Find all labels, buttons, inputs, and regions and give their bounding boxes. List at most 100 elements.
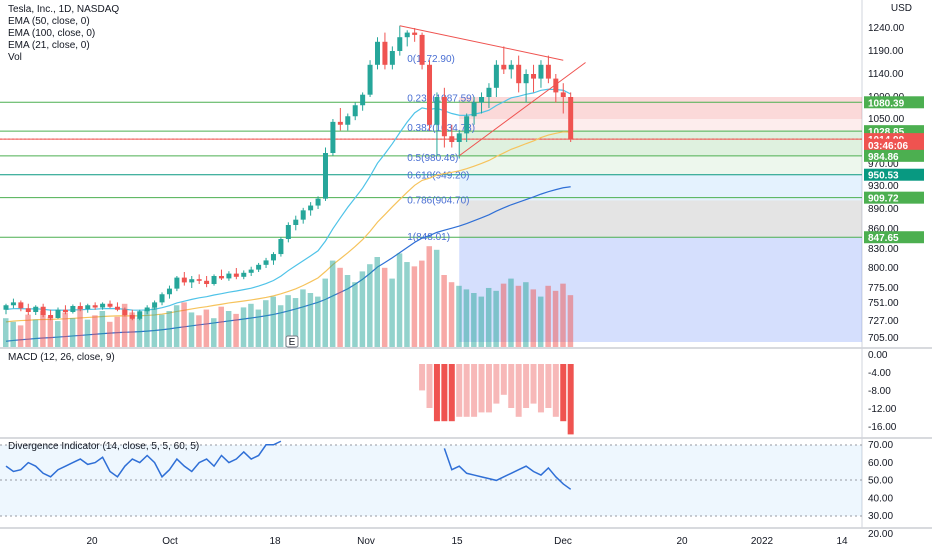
macd-histogram-bar [426,364,433,408]
fib-zone [459,119,862,131]
candle-body [25,308,31,312]
ema100-legend: EMA (100, close, 0) [8,28,96,39]
fib-zone [459,155,862,175]
volume-bar [173,305,180,347]
candle-body [241,272,247,277]
price-label-text: 847.65 [868,233,899,244]
volume-bar [530,289,537,347]
candle-body [360,94,366,106]
volume-bar [270,296,276,347]
volume-bar [10,321,16,347]
macd-tick-label: -8.00 [868,386,891,397]
candle-body [114,306,120,310]
macd-histogram-bar [508,364,515,408]
volume-bar [3,318,9,347]
volume-bar [285,295,291,347]
macd-histogram-bar [456,364,463,417]
macd-histogram-bar [500,364,507,395]
candle-body [248,269,254,273]
divergence-title: Divergence Indicator (14, close, 5, 5, 6… [8,441,200,452]
volume-bar [478,296,485,347]
symbol-title: Tesla, Inc., 1D, NASDAQ [8,4,120,15]
fib-label: 0.5(980.46) [407,153,458,164]
divergence-tick-label: 40.00 [868,493,893,504]
macd-histogram-bar [463,364,470,417]
candle-body [382,41,388,65]
candle-body [508,64,514,70]
candle-body [129,315,135,319]
candle-body [152,302,158,308]
fib-zone [459,200,862,237]
volume-bar [292,298,299,347]
candle-body [166,288,172,295]
candle-body [538,64,544,79]
volume-bar [552,290,559,347]
macd-histogram-bar [448,364,455,422]
candle-body [449,136,455,142]
price-tick-label: 800.00 [868,263,899,274]
candle-body [315,198,321,206]
volume-bar [426,246,433,347]
candle-body [48,315,54,318]
candle-body [337,121,343,125]
fib-label: 0.618(949.20) [407,170,469,181]
candle-body [107,303,113,307]
price-tick-label: 930.00 [868,181,899,192]
macd-histogram-bar [441,364,448,422]
candle-body [218,276,224,279]
fib-label: 0(1172.90) [407,54,455,65]
candle-body [256,264,262,270]
macd-histogram-bar [523,364,530,408]
volume-bar [255,309,262,347]
volume-bar [25,314,31,347]
price-label-box [864,96,924,109]
volume-bar [263,300,269,347]
candle-body [345,116,351,125]
candle-body [531,74,537,79]
candle-body [33,306,39,312]
volume-bar [404,262,410,347]
legend: Tesla, Inc., 1D, NASDAQ EMA (50, close, … [8,4,119,64]
price-tick-label: 751.00 [868,298,899,309]
volume-bar [537,296,544,347]
volume-bar [196,315,202,347]
price-label-box [864,149,924,162]
price-tick-label: 727.00 [868,316,899,327]
macd-title: MACD (12, 26, close, 9) [8,352,115,363]
macd-tick-label: 0.00 [868,350,888,361]
candle-body [226,273,232,279]
candle-body [553,78,559,93]
price-tick-label: 1240.00 [868,23,905,34]
volume-bar [337,267,343,347]
candle-body [389,51,395,65]
price-label-text: 909.72 [868,194,899,205]
volume-bar [40,311,46,347]
macd-tick-label: -12.00 [868,404,897,415]
time-tick-label: 20 [86,536,98,547]
volume-bar [181,302,187,347]
price-label-box [864,231,924,244]
time-tick-label: 2022 [751,536,774,547]
candle-body [92,305,98,308]
candle-body [293,219,299,225]
volume-bar [471,293,477,347]
volume-bar [99,311,106,347]
price-label-box [864,191,924,204]
volume-bar [225,311,232,347]
macd-histogram-bar [567,364,574,435]
volume-bar [463,289,470,347]
macd-histogram-bar [493,364,500,404]
time-tick-label: Nov [357,536,375,547]
price-label-box [864,168,924,181]
divergence-tick-label: 50.00 [868,476,893,487]
macd-histogram-bar [485,364,492,413]
time-tick-label: 14 [836,536,848,547]
candle-body [375,41,380,65]
price-label-text: 984.86 [868,152,899,163]
volume-bar [136,318,143,347]
volume-bar [500,283,507,347]
macd-histogram-bar [478,364,485,413]
candle-body [412,32,418,35]
